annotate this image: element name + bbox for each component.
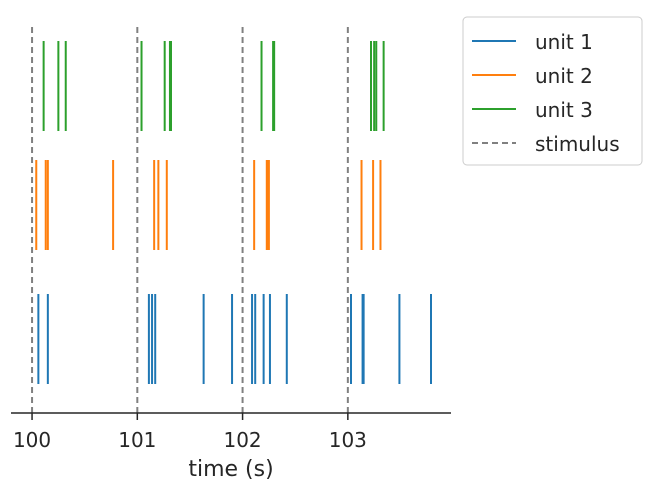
legend: unit 1 unit 2 unit 3 stimulus [462, 16, 643, 166]
legend-label-unit-2: unit 2 [535, 64, 593, 88]
x-tick-label: 101 [118, 428, 156, 452]
x-axis-ticks: 100 101 102 103 [13, 413, 367, 452]
x-tick-label: 102 [223, 428, 261, 452]
x-axis-label: time (s) [188, 457, 273, 482]
stimulus-lines [31, 27, 349, 413]
x-tick-label: 103 [329, 428, 367, 452]
legend-label-unit-1: unit 1 [535, 30, 593, 54]
legend-label-stimulus: stimulus [535, 132, 620, 156]
spike-events [35, 41, 432, 384]
legend-label-unit-3: unit 3 [535, 98, 593, 122]
legend-frame [462, 16, 643, 166]
x-tick-label: 100 [13, 428, 51, 452]
